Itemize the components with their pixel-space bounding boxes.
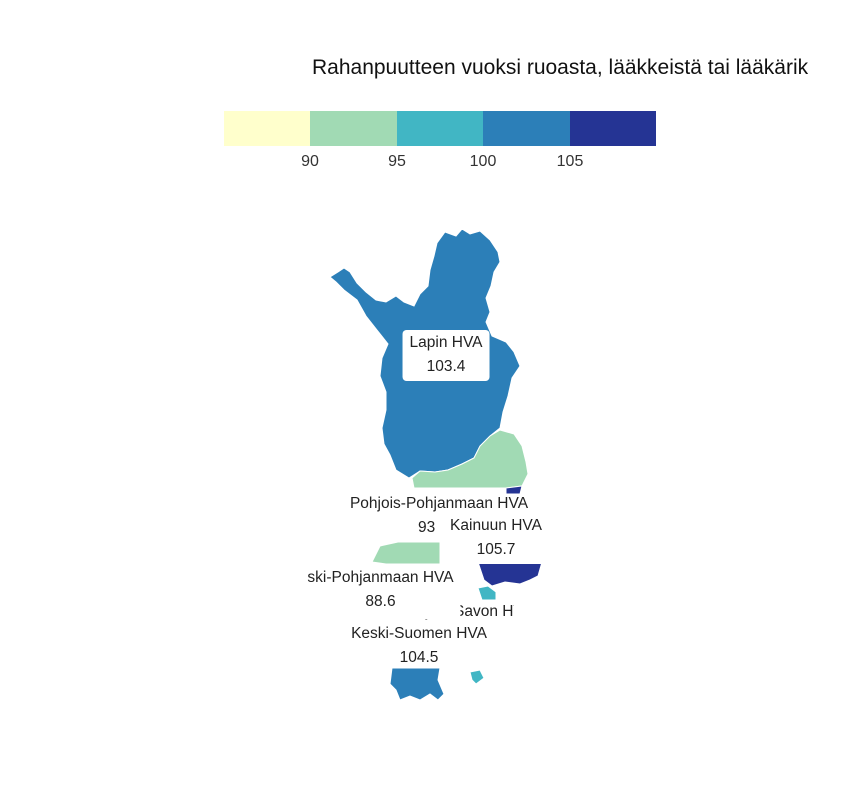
label-lapin-hva: Lapin HVA 103.4 — [402, 330, 490, 381]
label-keski-pohjanmaan-hva-name: ski-Pohjanmaan HVA — [307, 569, 454, 586]
legend-swatch-1 — [224, 111, 311, 146]
label-kainuun-hva-name: Kainuun HVA — [450, 517, 542, 534]
legend-tick-105: 105 — [556, 153, 584, 170]
legend-swatch-5 — [569, 111, 657, 146]
legend-tick-95: 95 — [388, 153, 406, 170]
label-keski-suomen-hva: Keski-Suomen HVA 104.5 — [351, 622, 487, 670]
legend-tick-90: 90 — [301, 153, 319, 170]
legend-swatch-3 — [396, 111, 484, 146]
legend-tick-100: 100 — [469, 153, 497, 170]
legend-swatch-2 — [310, 111, 397, 146]
region-pohjois-pohjanmaan-hva-south[interactable] — [371, 541, 441, 565]
region-pohjois-pohjanmaan-hva-north[interactable] — [411, 429, 529, 489]
label-keski-pohjanmaan-hva-value: 88.6 — [365, 593, 396, 610]
label-lapin-hva-name: Lapin HVA — [409, 334, 483, 351]
label-lapin-hva-value: 103.4 — [426, 358, 466, 375]
label-kainuun-hva-value: 105.7 — [476, 541, 516, 558]
region-pohjois-savon-hva-south[interactable] — [469, 669, 485, 685]
label-pohjois-pohjanmaan-hva: Pohjois-Pohjanmaan HVA 93 — [350, 492, 528, 548]
label-pohjois-pohjanmaan-hva-value: 93 — [418, 519, 436, 536]
label-kainuun-hva: Kainuun HVA 105.7 — [443, 512, 549, 564]
region-keski-suomen-hva[interactable] — [389, 667, 445, 701]
legend-swatch-4 — [483, 111, 570, 146]
label-keski-suomen-hva-name: Keski-Suomen HVA — [351, 625, 487, 642]
map-title: Rahanpuutteen vuoksi ruoasta, lääkkeistä… — [312, 56, 809, 79]
color-legend — [224, 111, 657, 146]
region-kainuun-hva-north[interactable] — [505, 485, 523, 495]
label-keski-suomen-hva-value: 104.5 — [399, 649, 439, 666]
region-pohjois-savon-hva[interactable] — [477, 585, 497, 601]
label-keski-pohjanmaan-hva: ski-Pohjanmaan HVA 88.6 — [307, 565, 461, 619]
label-pohjois-pohjanmaan-hva-name: Pohjois-Pohjanmaan HVA — [349, 495, 529, 512]
